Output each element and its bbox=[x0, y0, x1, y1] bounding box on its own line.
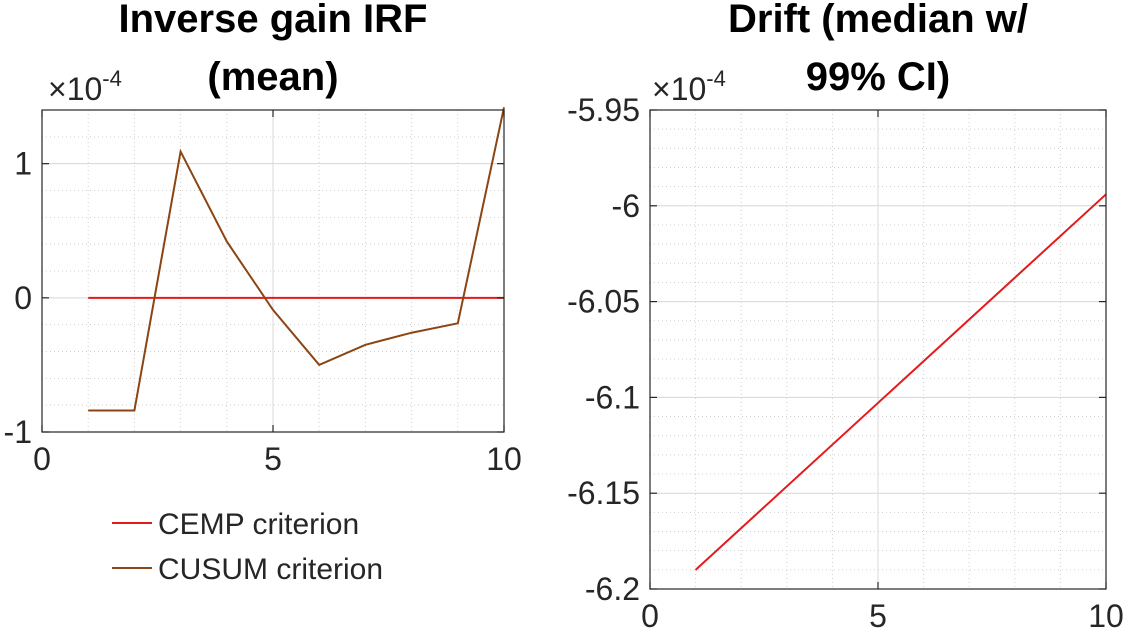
chart-title-line-2: 99% CI) bbox=[806, 55, 951, 99]
chart-title-line-2: (mean) bbox=[207, 55, 338, 99]
y-tick-label: -6.1 bbox=[585, 379, 640, 415]
grid bbox=[649, 109, 1107, 590]
chart-title-line-1: Drift (median w/ bbox=[728, 0, 1028, 41]
chart-title-line-1: Inverse gain IRF bbox=[119, 0, 428, 41]
y-tick-label: -6.2 bbox=[585, 571, 640, 607]
y-tick-label: -5.95 bbox=[567, 92, 640, 128]
y-tick-label: -6.05 bbox=[567, 284, 640, 320]
x-tick-label: 5 bbox=[264, 441, 282, 477]
y-tick-label: -1 bbox=[4, 414, 32, 450]
y-exponent-base: ×10 bbox=[48, 71, 102, 107]
legend-entry: CUSUM criterion bbox=[158, 553, 383, 586]
y-exponent-power: -4 bbox=[706, 66, 726, 91]
y-tick-label: 0 bbox=[14, 280, 32, 316]
chart-panel-1: Inverse gain IRF(mean)0 5 10-101×10-4CEMP … bbox=[4, 0, 522, 586]
chart-panel-2: Drift (median w/99% CI) 0 5 10 -6.2 -6.15 -6.1… bbox=[567, 0, 1124, 634]
grid bbox=[41, 109, 505, 433]
y-exponent-label: ×10-4 bbox=[48, 66, 122, 107]
x-tick-label: 0 bbox=[33, 441, 51, 477]
x-tick-label: 5 bbox=[869, 598, 887, 634]
legend: CEMP criterion CUSUM criterion bbox=[112, 508, 383, 586]
y-exponent-base: ×10 bbox=[652, 71, 706, 107]
series-line-2 bbox=[88, 107, 505, 412]
y-exponent-label: ×10-4 bbox=[652, 66, 726, 107]
y-tick-label: -6.15 bbox=[567, 475, 640, 511]
series-line-1 bbox=[694, 193, 1107, 571]
x-tick-label: 0 bbox=[641, 598, 659, 634]
y-exponent-power: -4 bbox=[102, 66, 122, 91]
x-tick-label: 10 bbox=[486, 441, 522, 477]
y-tick-label: 1 bbox=[14, 146, 32, 182]
y-tick-label: -6 bbox=[612, 188, 640, 224]
legend-entry: CEMP criterion bbox=[158, 508, 359, 541]
x-tick-label: 10 bbox=[1088, 598, 1124, 634]
